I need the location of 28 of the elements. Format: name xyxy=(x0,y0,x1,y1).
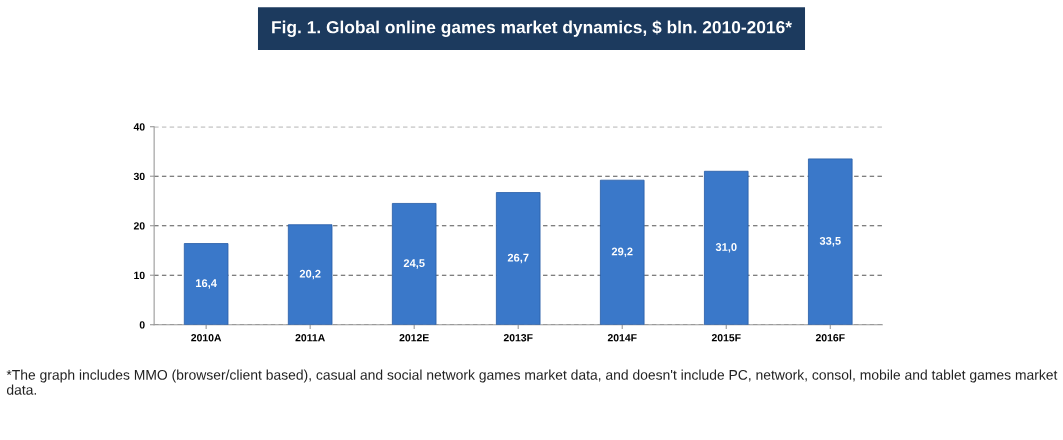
data-label: 24,5 xyxy=(403,259,425,269)
x-tick-label: 2016F xyxy=(815,334,845,342)
data-label: 20,2 xyxy=(299,269,321,280)
bar xyxy=(391,203,437,325)
bar xyxy=(599,179,645,325)
y-tick-label: 20 xyxy=(133,222,145,230)
bar xyxy=(183,243,229,325)
data-label: 31,0 xyxy=(715,243,737,253)
x-tick-label: 2012E xyxy=(399,334,429,342)
x-tick-label: 2010A xyxy=(191,334,222,342)
y-tick-label: 10 xyxy=(134,271,145,280)
x-tick-label: 2014F xyxy=(607,334,637,342)
bar xyxy=(703,170,749,325)
bar xyxy=(495,192,541,325)
data-label: 33,5 xyxy=(819,236,841,247)
data-label: 16,4 xyxy=(196,279,217,289)
data-label: 26,7 xyxy=(507,253,529,264)
y-tick-label: 0 xyxy=(139,321,145,329)
x-tick-label: 2013F xyxy=(503,334,533,342)
y-tick-label: 40 xyxy=(133,123,145,131)
bar xyxy=(287,224,333,325)
data-label: 29,2 xyxy=(611,247,633,258)
bar xyxy=(808,158,853,325)
text: *The graph includes MMO (browser/client based), casual and social network games market data, and doesn't include PC, network, consol, mobile and tablet games market data. xyxy=(6,369,1058,395)
x-tick-label: 2011A xyxy=(295,334,325,342)
y-tick-label: 30 xyxy=(133,172,145,181)
chart-title: Fig. 1. Global online games market dynamics, $ bln. 2010-2016* xyxy=(272,20,793,37)
x-tick-label: 2015F xyxy=(711,334,741,342)
